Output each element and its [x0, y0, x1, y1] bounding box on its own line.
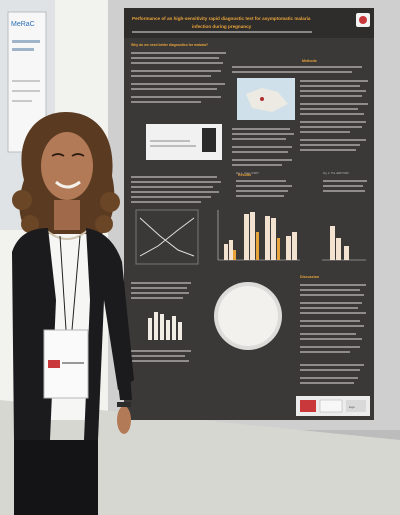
trousers — [14, 440, 98, 515]
figure-caption-1: Fig. 1. Uses of RDT — [236, 171, 259, 175]
poster-title-line1: Performance of an high-sensitivity rapid… — [132, 16, 311, 21]
poster-line-chart — [135, 209, 199, 265]
hand — [117, 406, 131, 434]
figure-caption-2: Fig. 2. The uRDT DDF — [323, 171, 349, 175]
section-discussion-heading: Discussion — [300, 275, 319, 279]
poster-title-line2: infection during pregnancy — [192, 24, 252, 29]
partner-logo-text: logo — [349, 405, 355, 409]
section-methods-heading: Methods — [302, 59, 317, 63]
presenter — [12, 112, 134, 515]
side-panel-label: MeRaC — [11, 21, 35, 28]
section-results-heading: Results — [238, 173, 251, 177]
section-intro-heading: Why do we need better diagnostics for ma… — [131, 43, 208, 47]
scientific-poster: Performance of an high-sensitivity rapid… — [124, 8, 374, 420]
floor — [0, 400, 400, 515]
face — [41, 132, 93, 200]
